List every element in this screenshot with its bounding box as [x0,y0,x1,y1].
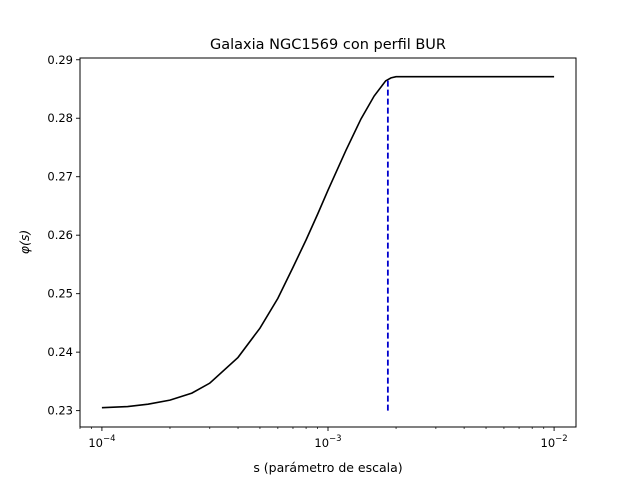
y-tick-label: 0.23 [47,404,73,418]
x-tick-label: 10−4 [88,434,115,450]
plot-frame [79,57,577,428]
y-tick-label: 0.29 [47,53,73,67]
chart-title: Galaxia NGC1569 con perfil BUR [210,37,446,53]
y-tick-label: 0.28 [47,111,73,125]
x-axis-label: s (parámetro de escala) [253,460,402,475]
x-axis-ticks: 10−4 10−3 10−2 [79,427,568,450]
series-line-1 [101,75,555,409]
x-tick-label: 10−2 [541,434,568,450]
y-tick-label: 0.24 [47,345,73,359]
y-axis-label: φ(s) [17,230,32,255]
y-tick-label: 0.27 [47,170,73,184]
y-axis-ticks: 0.23 0.24 0.25 0.26 0.27 0.28 0.29 [47,53,80,418]
y-tick-label: 0.25 [47,287,73,301]
x-tick-label: 10−3 [314,434,341,450]
y-tick-label: 0.26 [47,228,73,242]
plot-series [101,75,555,411]
